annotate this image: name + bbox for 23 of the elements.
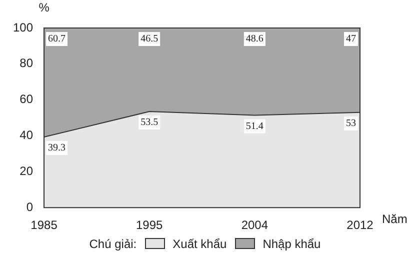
x-tick-label: 1985 xyxy=(30,218,58,232)
data-label: 46.5 xyxy=(140,34,158,45)
x-tick-label: 2012 xyxy=(346,218,374,232)
y-tick-label: 100 xyxy=(12,20,34,34)
y-tick-label: 80 xyxy=(20,56,34,70)
y-tick-label: 60 xyxy=(20,92,34,106)
x-axis-title: Năm xyxy=(382,212,408,226)
y-tick-label: 40 xyxy=(20,128,34,142)
data-label: 39.3 xyxy=(48,142,66,154)
legend-label: Nhập khẩu xyxy=(262,236,321,251)
y-axis-title: % xyxy=(38,0,50,14)
y-tick-label: 0 xyxy=(26,200,34,214)
x-tick-label: 2004 xyxy=(241,218,268,232)
data-label: 60.7 xyxy=(48,34,66,45)
data-label: 53 xyxy=(346,118,356,130)
x-tick-label: 1995 xyxy=(136,218,164,232)
legend-label: Xuất khẩu xyxy=(172,236,227,251)
legend-title: Chú giải: xyxy=(89,236,137,251)
data-label: 53.5 xyxy=(140,117,158,128)
y-tick-label: 20 xyxy=(20,164,34,178)
data-label: 51.4 xyxy=(246,120,264,132)
data-label: 47 xyxy=(346,34,356,45)
data-label: 48.6 xyxy=(246,34,264,45)
